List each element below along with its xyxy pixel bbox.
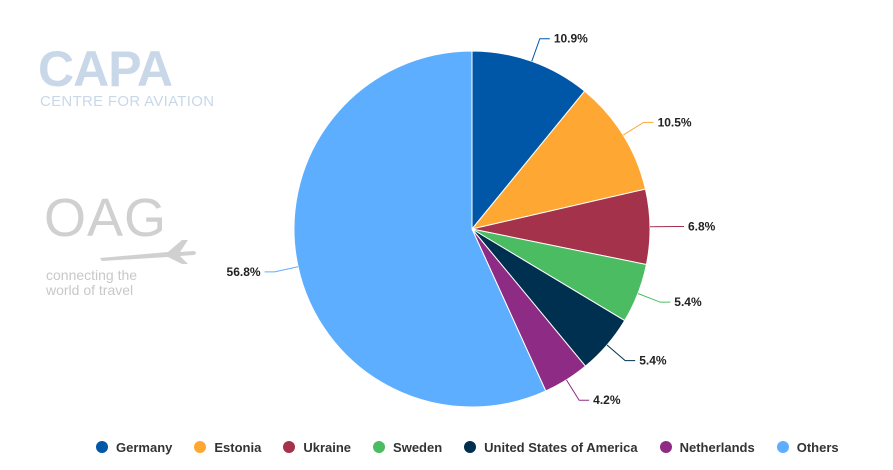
legend-swatch-estonia (194, 441, 207, 453)
legend-label-netherlands: Netherlands (679, 439, 755, 455)
data-label-sweden: 5.4% (674, 295, 702, 309)
legend-label-estonia: Estonia (214, 439, 262, 455)
legend-swatch-germany (96, 441, 108, 453)
data-labels: 10.9% 10.5% 6.8% 5.4% 5.4% 4.2% 56.8% (227, 32, 716, 408)
legend-label-sweden: Sweden (393, 439, 443, 455)
leader-line-germany (531, 38, 550, 62)
leader-line-netherlands (566, 379, 590, 401)
legend-item-netherlands[interactable]: Netherlands (659, 439, 755, 455)
legend-label-germany: Germany (116, 439, 173, 455)
pie-slice-others (293, 50, 547, 408)
legend-label-united-states-of-america: United States of America (484, 439, 638, 455)
capa-logo-tagline: CENTRE FOR AVIATION (40, 93, 215, 110)
leader-line-others (264, 266, 299, 273)
pie-slice-germany (471, 50, 586, 231)
pie-slices (293, 50, 651, 408)
data-label-others: 56.8% (227, 265, 261, 279)
leader-line-estonia (622, 121, 654, 136)
chart-legend: Germany Estonia Ukraine Sweden United States… (96, 438, 861, 456)
legend-swatch-others (776, 441, 789, 453)
data-label-ukraine: 6.8% (688, 219, 716, 233)
leader-line-sweden (637, 293, 671, 303)
legend-item-others[interactable]: Others (776, 439, 839, 455)
airplane-icon (100, 240, 196, 264)
pie-slice-estonia (470, 90, 647, 230)
data-label-estonia: 10.5% (658, 115, 692, 129)
oag-logo: OAG connecting the world of travel (44, 190, 204, 300)
legend-item-ukraine[interactable]: Ukraine (283, 440, 351, 455)
oag-logo-tagline-line2: world of travel (46, 282, 134, 298)
legend-item-germany[interactable]: Germany (96, 440, 172, 455)
legend-label-ukraine: Ukraine (303, 439, 352, 455)
legend-swatch-sweden (373, 441, 386, 453)
legend-item-sweden[interactable]: Sweden (373, 440, 442, 455)
legend-swatch-netherlands (659, 441, 672, 453)
legend-item-estonia[interactable]: Estonia (194, 440, 261, 455)
data-label-united-states-of-america: 5.4% (639, 354, 667, 368)
capa-logo: CAPA CENTRE FOR AVIATION (38, 44, 248, 114)
oag-logo-wordmark: OAG (44, 188, 168, 248)
data-label-netherlands: 4.2% (593, 393, 621, 407)
leader-line-united-states-of-america (606, 344, 636, 362)
legend-item-united-states-of-america[interactable]: United States of America (464, 439, 638, 455)
legend-swatch-united-states-of-america (464, 441, 477, 453)
oag-logo-tagline-line1: connecting the (46, 267, 138, 283)
data-label-germany: 10.9% (554, 32, 588, 46)
legend-swatch-ukraine (283, 441, 296, 453)
capa-logo-wordmark: CAPA (38, 41, 173, 97)
leader-lines (264, 38, 684, 401)
legend-label-others: Others (796, 439, 839, 455)
